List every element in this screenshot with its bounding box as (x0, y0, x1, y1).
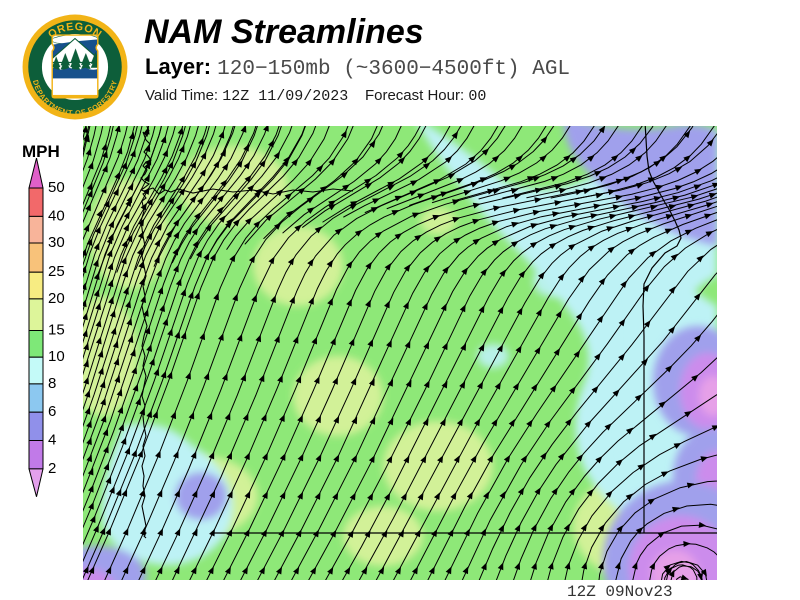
svg-text:6: 6 (48, 403, 56, 420)
svg-text:25: 25 (48, 263, 65, 280)
svg-text:50: 50 (48, 179, 65, 196)
svg-text:30: 30 (48, 234, 65, 251)
svg-text:8: 8 (48, 375, 56, 392)
svg-text:4: 4 (48, 432, 56, 449)
svg-text:15: 15 (48, 322, 65, 339)
svg-text:10: 10 (48, 348, 65, 365)
svg-text:40: 40 (48, 208, 65, 225)
svg-text:2: 2 (48, 460, 56, 477)
svg-text:20: 20 (48, 290, 65, 307)
